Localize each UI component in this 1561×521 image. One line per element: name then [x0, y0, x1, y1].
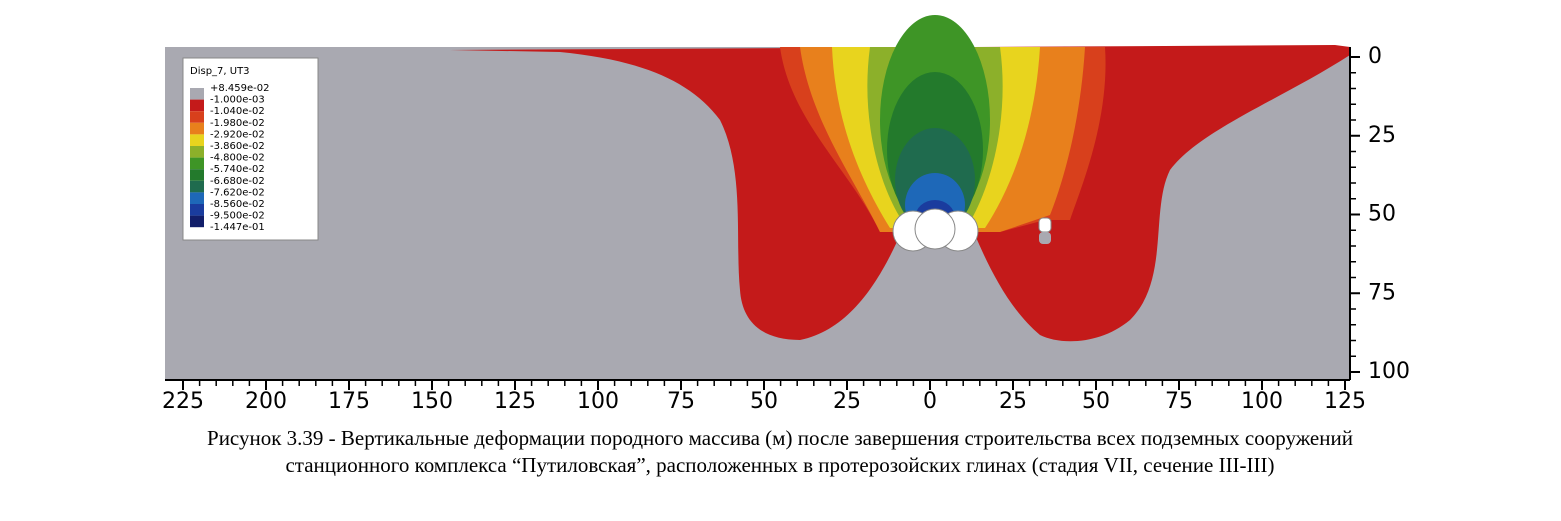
- legend-label: -1.000e-03: [210, 95, 265, 106]
- contour-plot: [165, 15, 1351, 381]
- y-tick-label: 25: [1368, 123, 1396, 148]
- small-tunnel: [1038, 217, 1052, 233]
- legend-swatch: [190, 180, 204, 193]
- legend-label: -1.040e-02: [210, 106, 265, 117]
- legend-swatch: [190, 169, 204, 181]
- x-tick-label: 0: [923, 389, 937, 414]
- x-tick-label: 150: [411, 389, 453, 414]
- legend-label: -6.680e-02: [210, 176, 265, 187]
- legend-label: -1.447e-01: [210, 222, 265, 233]
- x-tick-label: 25: [999, 389, 1027, 414]
- x-tick-label: 200: [245, 389, 287, 414]
- legend-label: -9.500e-02: [210, 211, 265, 222]
- y-tick-label: 75: [1368, 280, 1396, 305]
- x-tick-label: 50: [750, 389, 778, 414]
- y-tick-label: 0: [1368, 44, 1382, 69]
- legend-swatch: [190, 134, 204, 146]
- legend-swatch: [190, 88, 204, 100]
- y-tick-label: 50: [1368, 202, 1396, 227]
- legend-label: -4.800e-02: [210, 153, 265, 164]
- legend: Disp_7, UT3 +8.459e-02-1.000e-03-1.040e-…: [182, 57, 319, 241]
- y-tick-label: 100: [1368, 359, 1410, 384]
- legend-label: -7.620e-02: [210, 187, 265, 198]
- x-tick-label: 100: [577, 389, 619, 414]
- x-tick-label: 125: [494, 389, 536, 414]
- legend-swatch: [190, 157, 204, 170]
- caption-line: Рисунок 3.39 - Вертикальные деформации п…: [207, 426, 1353, 450]
- legend-swatch: [190, 192, 204, 204]
- legend-title: Disp_7, UT3: [190, 66, 250, 77]
- legend-swatch: [190, 146, 204, 158]
- legend-label: +8.459e-02: [210, 83, 270, 94]
- x-tick-label: 175: [328, 389, 370, 414]
- x-tick-label: 25: [833, 389, 861, 414]
- legend-label: -3.860e-02: [210, 141, 265, 152]
- legend-swatch: [190, 215, 204, 228]
- x-tick-label: 75: [1165, 389, 1193, 414]
- legend-swatch: [190, 122, 204, 135]
- legend-swatch: [190, 204, 204, 216]
- x-tick-label: 125: [1324, 389, 1366, 414]
- tunnel: [914, 208, 956, 250]
- x-tick-label: 100: [1241, 389, 1283, 414]
- small-tunnel-shadow: [1039, 232, 1051, 244]
- legend-label: -5.740e-02: [210, 164, 265, 175]
- legend-swatch: [190, 111, 204, 123]
- legend-box: [182, 57, 319, 241]
- caption-line: станционного комплекса “Путиловская”, ра…: [285, 453, 1274, 477]
- legend-label: -1.980e-02: [210, 118, 265, 129]
- x-tick-label: 75: [667, 389, 695, 414]
- legend-swatch: [190, 99, 204, 112]
- x-tick-label: 50: [1082, 389, 1110, 414]
- legend-label: -8.560e-02: [210, 199, 265, 210]
- x-tick-label: 225: [162, 389, 204, 414]
- axis-ticks: 225 200 175 150 125 100 75 50 25 0 25 50 75 100 125025…: [162, 44, 1410, 414]
- legend-label: -2.920e-02: [210, 129, 265, 140]
